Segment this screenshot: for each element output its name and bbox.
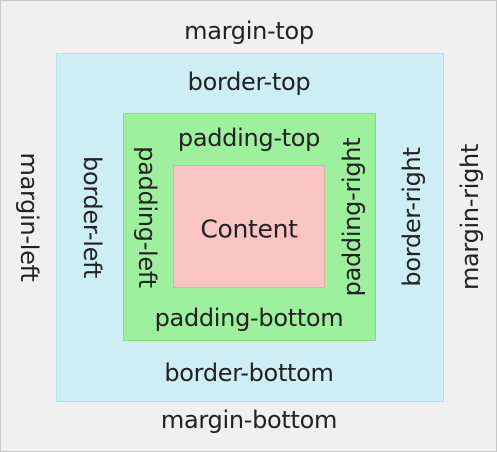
margin-bottom-label: margin-bottom [160,406,338,434]
padding-left-label: padding-left [133,146,161,288]
border-bottom-label: border-bottom [164,359,334,387]
padding-bottom-label: padding-bottom [154,304,344,332]
padding-right-label: padding-right [338,137,366,297]
margin-right-label: margin-right [456,143,484,291]
content-label: Content [200,214,298,244]
margin-left-label: margin-left [15,152,43,282]
border-left-label: border-left [78,156,106,278]
border-top-label: border-top [187,68,311,96]
border-right-label: border-right [398,147,426,287]
margin-top-label: margin-top [184,17,314,45]
content-area [173,165,325,288]
padding-top-label: padding-top [177,124,321,152]
